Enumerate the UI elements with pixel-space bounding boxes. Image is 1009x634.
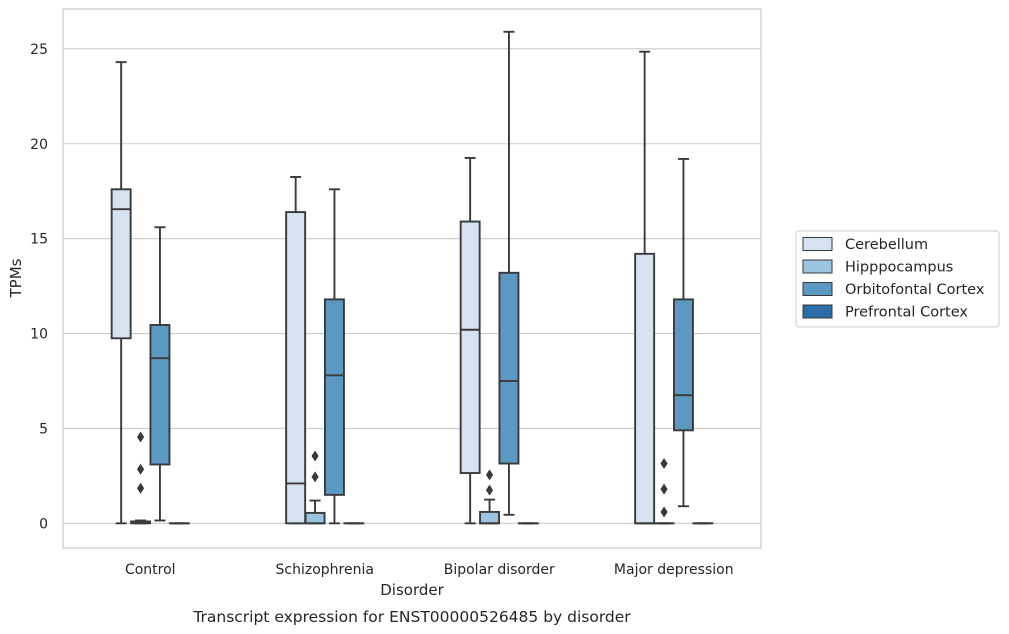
y-tick-label: 15 bbox=[30, 232, 48, 248]
outlier-point bbox=[660, 506, 668, 518]
box-cerebellum bbox=[285, 176, 307, 525]
box-iqr bbox=[149, 324, 171, 466]
legend-frame bbox=[795, 230, 1000, 328]
box-iqr bbox=[479, 510, 500, 525]
legend-swatch bbox=[802, 304, 833, 319]
legend-swatch bbox=[802, 282, 833, 296]
box-hipppocampus bbox=[130, 431, 152, 525]
x-tick-label: Bipolar disorder bbox=[444, 562, 555, 578]
box-series bbox=[110, 30, 714, 525]
y-tick-labels: 0 5 10 15 20 25 bbox=[30, 42, 48, 532]
box-orbitofontal-cortex bbox=[149, 226, 171, 522]
x-tick-label: Schizophrenia bbox=[276, 562, 374, 578]
outlier-point bbox=[311, 471, 319, 483]
outlier-point bbox=[136, 463, 145, 475]
plot-frame bbox=[62, 8, 762, 549]
box-iqr bbox=[498, 271, 520, 465]
outlier-point bbox=[136, 482, 145, 494]
box-hipppocampus bbox=[479, 469, 500, 525]
box-hipppocampus bbox=[304, 450, 326, 525]
outlier-point bbox=[660, 458, 668, 470]
box-cerebellum bbox=[634, 50, 656, 525]
box-cerebellum bbox=[459, 157, 481, 525]
box-hipppocampus bbox=[653, 458, 675, 525]
box-iqr bbox=[285, 211, 307, 525]
box-orbitofontal-cortex bbox=[673, 157, 694, 508]
outlier-point bbox=[311, 450, 319, 462]
y-tick-label: 0 bbox=[39, 516, 48, 532]
box-cerebellum bbox=[110, 61, 132, 525]
x-tick-label: Control bbox=[125, 562, 176, 578]
x-tick-label: Major depression bbox=[614, 562, 734, 578]
legend-label: Cerebellum bbox=[845, 237, 928, 253]
legend-label: Prefrontal Cortex bbox=[845, 305, 968, 321]
outlier-point bbox=[485, 469, 494, 481]
chart-caption: Transcript expression for ENST0000052648… bbox=[192, 608, 631, 626]
outlier-point bbox=[136, 431, 145, 443]
box-iqr bbox=[634, 252, 656, 525]
legend-swatch bbox=[802, 237, 833, 251]
y-axis-label: TPMs bbox=[7, 258, 25, 298]
legend: Cerebellum Hipppocampus Orbitofontal Corte… bbox=[795, 230, 1000, 328]
legend-label: Hipppocampus bbox=[845, 260, 953, 276]
legend-swatch bbox=[802, 259, 833, 274]
y-tick-label: 20 bbox=[30, 137, 48, 153]
box-iqr bbox=[324, 298, 345, 496]
y-tick-label: 10 bbox=[30, 327, 48, 343]
box-iqr bbox=[459, 220, 481, 474]
box-iqr bbox=[304, 511, 326, 525]
box-iqr bbox=[673, 298, 694, 432]
box-iqr bbox=[110, 188, 132, 340]
box-orbitofontal-cortex bbox=[498, 30, 520, 516]
outlier-point bbox=[660, 483, 668, 495]
x-tick-labels: Control Schizophrenia Bipolar disorder Majo… bbox=[125, 562, 734, 578]
outlier-point bbox=[485, 484, 494, 496]
legend-label: Orbitofontal Cortex bbox=[845, 282, 985, 298]
x-axis-label: Disorder bbox=[380, 581, 444, 599]
y-tick-label: 5 bbox=[39, 421, 48, 437]
y-tick-label: 25 bbox=[30, 42, 48, 58]
box-orbitofontal-cortex bbox=[324, 188, 345, 525]
